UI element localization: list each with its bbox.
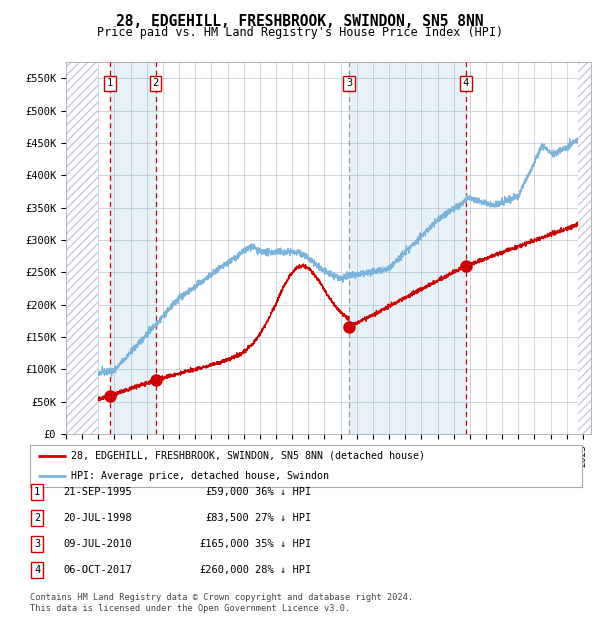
Bar [66, 62, 98, 434]
Text: £165,000: £165,000 [199, 539, 249, 549]
Bar [110, 62, 155, 434]
Bar [578, 62, 591, 434]
Text: 06-OCT-2017: 06-OCT-2017 [63, 565, 132, 575]
Text: 4: 4 [34, 565, 40, 575]
Text: 28% ↓ HPI: 28% ↓ HPI [255, 565, 311, 575]
Bar [349, 62, 466, 434]
Text: 36% ↓ HPI: 36% ↓ HPI [255, 487, 311, 497]
Text: 20-JUL-1998: 20-JUL-1998 [63, 513, 132, 523]
Text: Price paid vs. HM Land Registry's House Price Index (HPI): Price paid vs. HM Land Registry's House … [97, 26, 503, 39]
Text: 1: 1 [107, 78, 113, 88]
Text: 3: 3 [346, 78, 352, 88]
Text: 28, EDGEHILL, FRESHBROOK, SWINDON, SN5 8NN (detached house): 28, EDGEHILL, FRESHBROOK, SWINDON, SN5 8… [71, 451, 425, 461]
Text: 2: 2 [34, 513, 40, 523]
Text: £260,000: £260,000 [199, 565, 249, 575]
Text: 35% ↓ HPI: 35% ↓ HPI [255, 539, 311, 549]
Text: 1: 1 [34, 487, 40, 497]
Text: £59,000: £59,000 [205, 487, 249, 497]
Text: HPI: Average price, detached house, Swindon: HPI: Average price, detached house, Swin… [71, 471, 329, 481]
Text: 09-JUL-2010: 09-JUL-2010 [63, 539, 132, 549]
Text: Contains HM Land Registry data © Crown copyright and database right 2024.
This d: Contains HM Land Registry data © Crown c… [30, 593, 413, 613]
Text: 27% ↓ HPI: 27% ↓ HPI [255, 513, 311, 523]
Text: £83,500: £83,500 [205, 513, 249, 523]
Text: 4: 4 [463, 78, 469, 88]
Text: 28, EDGEHILL, FRESHBROOK, SWINDON, SN5 8NN: 28, EDGEHILL, FRESHBROOK, SWINDON, SN5 8… [116, 14, 484, 29]
Text: 3: 3 [34, 539, 40, 549]
Text: 2: 2 [152, 78, 159, 88]
Text: 21-SEP-1995: 21-SEP-1995 [63, 487, 132, 497]
